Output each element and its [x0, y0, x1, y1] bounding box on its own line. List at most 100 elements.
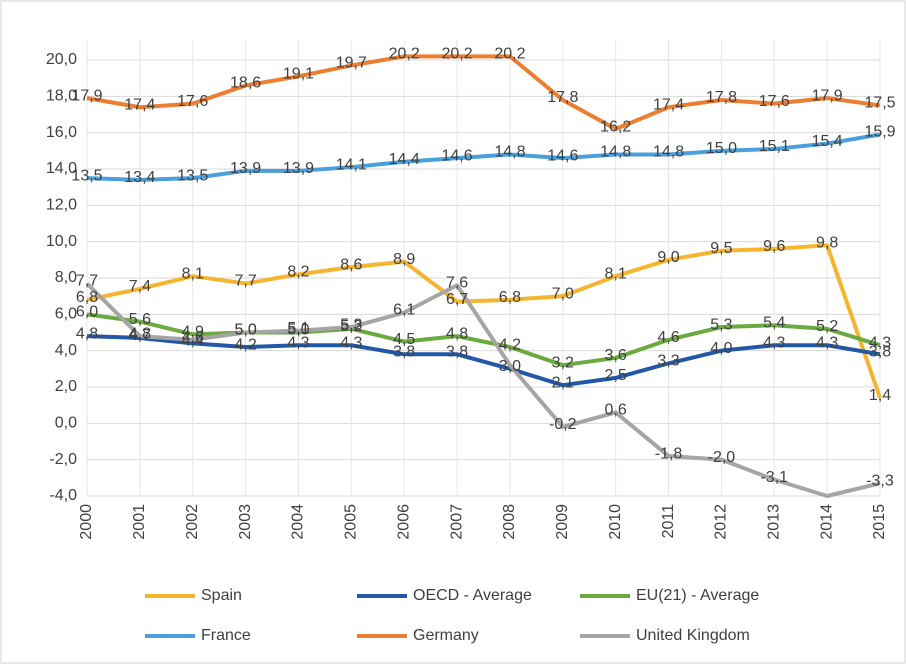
x-tick-label: 2010 — [607, 504, 624, 540]
data-label: 6,8 — [76, 289, 98, 306]
series-line — [86, 54, 881, 132]
legend-label: OECD - Average — [413, 587, 532, 604]
data-label: 3,8 — [393, 344, 415, 361]
data-label: 4,2 — [499, 336, 521, 353]
y-tick-label: 16,0 — [46, 124, 77, 141]
data-label: 13,5 — [177, 167, 208, 184]
legend-label: Germany — [413, 627, 479, 644]
data-label: 4,6 — [182, 329, 204, 346]
y-tick-label: 8,0 — [55, 269, 77, 286]
data-label: 3,8 — [869, 344, 891, 361]
y-tick-label: 0,0 — [55, 415, 77, 432]
series-line — [86, 312, 881, 368]
data-label: 14,8 — [653, 144, 684, 161]
data-label: 8,6 — [340, 256, 362, 273]
legend-label: France — [201, 627, 251, 644]
x-tick-label: 2011 — [660, 504, 677, 539]
data-label: 17,4 — [124, 96, 155, 113]
data-label: 5,4 — [763, 314, 785, 331]
data-label: 14,8 — [494, 144, 525, 161]
y-tick-label: 2,0 — [55, 378, 77, 395]
legend-label: EU(21) - Average — [636, 587, 759, 604]
data-label: 15,0 — [706, 140, 737, 157]
x-tick-label: 2009 — [554, 504, 571, 540]
x-tick-label: 2012 — [713, 504, 730, 540]
data-label: 7,4 — [129, 278, 151, 295]
x-tick-label: 2007 — [448, 504, 465, 540]
data-label: 5,0 — [234, 322, 256, 339]
data-label: 14,6 — [441, 147, 472, 164]
data-label: 5,3 — [340, 316, 362, 333]
data-label: 14,1 — [336, 156, 367, 173]
x-tick-label: 2003 — [237, 504, 254, 540]
data-label: 13,9 — [230, 160, 261, 177]
data-label: 4,5 — [393, 331, 415, 348]
data-label: 5,3 — [710, 316, 732, 333]
data-label: 8,9 — [393, 251, 415, 268]
x-tick-label: 2001 — [131, 504, 148, 540]
data-label: -3,3 — [866, 473, 894, 490]
data-label: 4,3 — [763, 334, 785, 351]
data-label: 7,0 — [552, 285, 574, 302]
data-label: 4,8 — [76, 325, 98, 342]
data-label: 2,1 — [552, 374, 574, 391]
data-label: 5,1 — [287, 320, 309, 337]
x-tick-label: 2005 — [343, 504, 360, 540]
data-label: 19,1 — [283, 66, 314, 83]
data-label: 4,3 — [287, 334, 309, 351]
data-label: 5,2 — [816, 318, 838, 335]
data-label: 4,7 — [129, 327, 151, 344]
series-line — [86, 132, 881, 182]
series-line — [86, 243, 882, 399]
data-label: 8,2 — [287, 264, 309, 281]
data-label: -0,2 — [549, 416, 577, 433]
data-label: 17,9 — [812, 87, 843, 104]
y-tick-label: 18,0 — [46, 88, 77, 105]
data-label: 6,1 — [393, 302, 415, 319]
data-label: 15,4 — [812, 133, 843, 150]
x-tick-label: 2002 — [184, 504, 201, 540]
x-tick-label: 2000 — [78, 504, 95, 540]
data-label: 9,0 — [657, 249, 679, 266]
data-label: 4,2 — [234, 336, 256, 353]
data-label: 5,6 — [129, 311, 151, 328]
data-label: 5,2 — [340, 318, 362, 335]
y-tick-label: 6,0 — [55, 306, 77, 323]
x-tick-label: 2006 — [395, 504, 412, 540]
data-label: 20,2 — [441, 46, 472, 63]
data-label: 2,5 — [605, 367, 627, 384]
data-label: 14,4 — [389, 151, 420, 168]
data-label: 17,8 — [706, 89, 737, 106]
data-label: 17,9 — [71, 87, 102, 104]
data-label: 6,8 — [499, 289, 521, 306]
data-label: 4,9 — [182, 324, 204, 341]
x-tick-label: 2013 — [765, 504, 782, 540]
data-label: 13,5 — [71, 167, 102, 184]
y-tick-label: 4,0 — [55, 342, 77, 359]
y-tick-label: 12,0 — [46, 197, 77, 214]
data-label: 7,7 — [76, 273, 98, 290]
data-label: 4,8 — [129, 325, 151, 342]
data-label: 4,3 — [869, 334, 891, 351]
data-label: 17,4 — [653, 96, 684, 113]
y-tick-label: -2,0 — [49, 451, 77, 468]
data-label: 18,6 — [230, 75, 261, 92]
data-label: 16,2 — [600, 118, 631, 135]
data-label: 4,4 — [182, 333, 204, 350]
data-label: 4,3 — [340, 334, 362, 351]
data-label: 3,8 — [446, 344, 468, 361]
y-tick-label: 10,0 — [46, 233, 77, 250]
data-label: 17,6 — [759, 93, 790, 110]
data-label: 6,7 — [446, 291, 468, 308]
data-label: 9,6 — [763, 238, 785, 255]
x-tick-label: 2014 — [818, 504, 835, 540]
data-label: 9,8 — [816, 235, 838, 252]
data-label: 13,9 — [283, 160, 314, 177]
data-label: 17,8 — [547, 89, 578, 106]
data-label: 17,6 — [177, 93, 208, 110]
data-label: 14,8 — [600, 144, 631, 161]
data-label: 4,8 — [446, 325, 468, 342]
legend-label: United Kingdom — [636, 627, 750, 644]
y-tick-label: -4,0 — [49, 487, 77, 504]
